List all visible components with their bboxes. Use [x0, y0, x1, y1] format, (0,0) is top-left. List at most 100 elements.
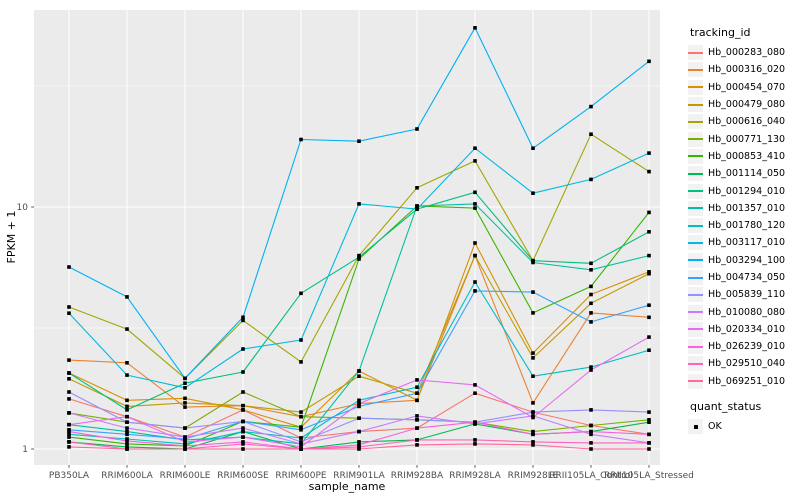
legend-key-box	[688, 148, 703, 164]
data-point	[589, 320, 593, 324]
data-point	[531, 290, 535, 294]
data-point	[183, 381, 187, 385]
legend-key-box	[688, 166, 703, 182]
legend-key-box	[688, 183, 703, 199]
data-point	[241, 440, 245, 444]
data-point	[531, 356, 535, 360]
data-point	[589, 447, 593, 451]
data-point	[241, 315, 245, 320]
data-point	[299, 445, 303, 449]
data-point	[67, 440, 71, 444]
data-point	[647, 420, 651, 424]
data-point	[299, 338, 303, 342]
data-point	[299, 137, 303, 142]
data-point	[647, 253, 651, 258]
legend-key-box	[688, 270, 703, 285]
data-point	[183, 386, 187, 390]
data-point	[241, 447, 245, 451]
legend-key-line-icon	[688, 86, 703, 89]
data-point	[241, 419, 245, 424]
legend-item: Hb_003294_100	[688, 252, 800, 269]
data-point	[299, 428, 303, 432]
data-point	[589, 301, 593, 306]
data-point	[357, 447, 361, 451]
legend-item-label: Hb_026239_010	[708, 341, 786, 353]
data-point	[415, 204, 419, 208]
legend-item-label: Hb_010080_080	[708, 306, 786, 318]
data-point	[67, 305, 71, 309]
data-point	[473, 253, 477, 258]
data-point	[589, 408, 593, 412]
legend-key-box	[688, 45, 703, 61]
data-point	[589, 365, 593, 369]
data-point	[183, 440, 187, 444]
data-point	[415, 414, 419, 418]
legend-item: Hb_001114_050	[688, 165, 800, 182]
data-point	[299, 440, 303, 444]
data-point	[357, 255, 361, 259]
legend-item: Hb_000479_080	[688, 96, 800, 113]
legend-key-box	[688, 356, 703, 372]
data-point	[647, 270, 651, 274]
legend-key-line-icon	[688, 224, 703, 227]
legend-key-line-icon	[688, 345, 703, 348]
data-point	[241, 426, 245, 430]
legend-title-quant-status: quant_status	[690, 399, 762, 413]
data-point	[241, 347, 245, 351]
data-point	[357, 374, 361, 378]
legend-item-label: Hb_001114_050	[708, 168, 786, 180]
data-point	[183, 426, 187, 430]
legend-item-label: Hb_069251_010	[708, 375, 786, 387]
data-point	[473, 383, 477, 387]
legend-item: Hb_029510_040	[688, 355, 800, 372]
legend-key-box	[688, 321, 703, 337]
legend-item: Hb_003117_010	[688, 234, 800, 251]
legend-key-line-icon	[688, 138, 703, 141]
data-series	[67, 26, 651, 451]
data-point	[299, 410, 303, 414]
data-point	[473, 159, 477, 163]
data-point	[357, 416, 361, 420]
legend-item: Hb_000316_020	[688, 61, 800, 78]
legend-items-list: Hb_000283_080 Hb_000316_020 Hb_000454_070 H…	[688, 44, 800, 390]
data-point	[531, 429, 535, 434]
data-point	[589, 177, 593, 182]
legend-item-label: Hb_001780_120	[708, 220, 786, 232]
data-point	[67, 445, 71, 449]
data-point	[125, 327, 129, 331]
data-point	[531, 415, 535, 420]
data-point	[647, 230, 651, 234]
data-point	[415, 207, 419, 211]
data-point	[647, 59, 651, 64]
data-point	[299, 414, 303, 419]
data-point	[241, 370, 245, 374]
legend-key-line-icon	[688, 362, 703, 365]
data-point	[473, 26, 477, 30]
data-point	[357, 369, 361, 373]
data-point	[415, 426, 419, 430]
data-point	[67, 265, 71, 269]
data-point	[241, 318, 245, 323]
legend-item: Hb_000853_410	[688, 148, 800, 165]
legend-key-box	[688, 97, 703, 113]
legend-item-label: Hb_001294_010	[708, 185, 786, 197]
legend-item-label: Hb_000616_040	[708, 116, 786, 128]
x-tick-label: RRIM928BA	[391, 471, 444, 481]
data-point	[299, 291, 303, 296]
data-point	[125, 429, 129, 434]
legend-item: Hb_000771_130	[688, 130, 800, 147]
data-point	[473, 280, 477, 284]
data-point	[357, 398, 361, 403]
data-point	[647, 418, 651, 422]
data-point	[647, 441, 651, 445]
data-point	[357, 139, 361, 143]
data-point	[357, 404, 361, 409]
data-point	[531, 146, 535, 150]
legend-key-box	[688, 339, 703, 355]
legend-item: Hb_000454_070	[688, 79, 800, 96]
legend-key-box	[688, 252, 703, 268]
data-point	[589, 292, 593, 297]
data-point	[473, 190, 477, 195]
data-point	[183, 435, 187, 439]
x-tick-label: RRIM600LA	[101, 471, 153, 481]
